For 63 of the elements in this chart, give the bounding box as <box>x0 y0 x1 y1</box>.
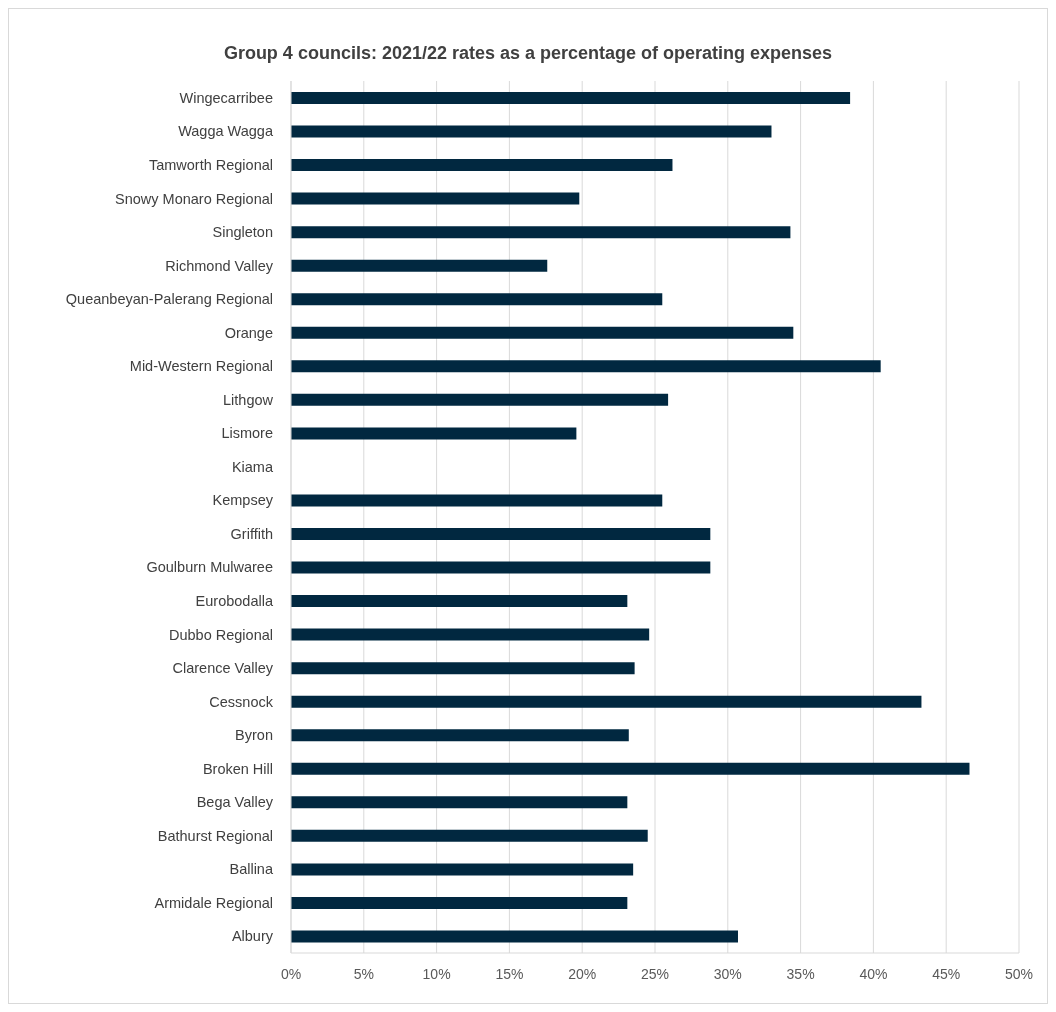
y-tick-label: Ballina <box>229 861 274 878</box>
x-tick-label: 0% <box>280 965 302 982</box>
bar <box>291 259 548 272</box>
bar <box>291 796 628 809</box>
y-tick-label: Lismore <box>221 425 273 442</box>
y-tick-label: Snowy Monaro Regional <box>115 190 273 207</box>
bar <box>291 628 650 641</box>
y-tick-label: Eurobodalla <box>195 592 274 609</box>
bar <box>291 393 669 406</box>
x-tick-label: 50% <box>1004 965 1034 982</box>
bar <box>291 930 738 943</box>
bar <box>291 863 634 876</box>
x-tick-label: 15% <box>495 965 524 982</box>
y-tick-label: Orange <box>224 324 273 341</box>
y-tick-label: Griffith <box>230 525 273 542</box>
bar <box>291 896 628 909</box>
y-tick-label: Byron <box>235 727 273 744</box>
bar <box>291 159 673 172</box>
bar <box>291 528 711 540</box>
y-tick-label: Albury <box>231 928 274 945</box>
y-tick-label: Kiama <box>231 458 274 475</box>
x-tick-label: 5% <box>353 965 374 982</box>
x-tick-label: 45% <box>932 965 961 982</box>
bar <box>291 226 791 239</box>
bar <box>291 729 629 742</box>
y-tick-label: Clarence Valley <box>172 660 274 677</box>
y-tick-label: Goulburn Mulwaree <box>146 559 273 576</box>
y-tick-label: Wingecarribee <box>179 89 273 106</box>
y-tick-label: Cessnock <box>209 693 274 710</box>
y-tick-label: Armidale Regional <box>154 894 273 911</box>
y-tick-label: Queanbeyan-Palerang Regional <box>65 291 273 308</box>
bar <box>291 762 970 775</box>
y-tick-label: Bega Valley <box>196 794 274 811</box>
y-tick-label: Mid-Western Regional <box>129 358 273 375</box>
chart-title: Group 4 councils: 2021/22 rates as a percentage of operating expenses <box>222 42 834 65</box>
bar <box>291 326 794 339</box>
bar <box>291 92 851 104</box>
y-tick-label: Singleton <box>212 224 273 241</box>
bar <box>291 125 772 138</box>
y-tick-label: Dubbo Regional <box>169 626 273 643</box>
x-tick-label: 25% <box>640 965 670 982</box>
bar <box>291 662 635 675</box>
bar <box>291 192 580 205</box>
x-tick-label: 10% <box>422 965 451 982</box>
bar <box>291 829 648 842</box>
y-tick-label: Broken Hill <box>202 760 273 777</box>
x-tick-label: 35% <box>786 965 815 982</box>
y-tick-label: Richmond Valley <box>165 257 274 274</box>
y-tick-label: Kempsey <box>212 492 274 509</box>
y-tick-label: Wagga Wagga <box>178 123 274 140</box>
bar <box>291 293 663 306</box>
bar <box>291 360 881 373</box>
bar <box>291 427 577 440</box>
x-tick-label: 40% <box>859 965 888 982</box>
bar <box>291 695 922 708</box>
bar <box>291 595 628 608</box>
x-tick-label: 30% <box>713 965 742 982</box>
y-tick-label: Lithgow <box>223 391 274 408</box>
y-tick-label: Bathurst Regional <box>157 827 273 844</box>
bar <box>291 561 711 574</box>
y-tick-label: Tamworth Regional <box>148 156 273 173</box>
bar <box>291 494 663 507</box>
x-tick-label: 20% <box>568 965 597 982</box>
